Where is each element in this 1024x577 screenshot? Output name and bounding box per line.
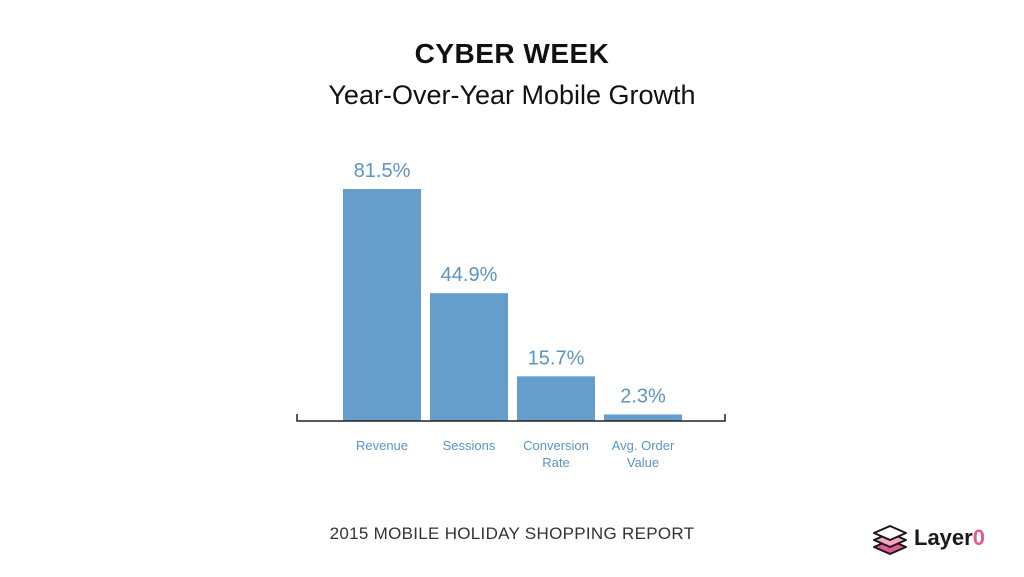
chart-title: CYBER WEEK (414, 38, 610, 69)
bar-0 (343, 189, 421, 421)
logo-text-accent: 0 (972, 525, 985, 550)
chart-subtitle: Year-Over-Year Mobile Growth (328, 80, 696, 110)
report-footer: 2015 MOBILE HOLIDAY SHOPPING REPORT (329, 524, 695, 543)
bar-value-label: 44.9% (441, 264, 498, 286)
category-label: Rate (542, 455, 569, 470)
logo-text: Layer0 (914, 525, 985, 551)
bar-value-label: 81.5% (354, 160, 411, 182)
layered-stack-icon (873, 525, 907, 555)
x-axis-line (296, 414, 726, 422)
category-label: Conversion (523, 438, 589, 453)
bar-1 (430, 293, 508, 421)
brand-logo: Layer0 (872, 520, 985, 556)
category-label: Avg. Order (612, 438, 675, 453)
category-label: Revenue (356, 438, 408, 453)
category-label: Sessions (443, 438, 496, 453)
logo-text-main: Layer (914, 525, 973, 550)
bar-value-label: 2.3% (620, 385, 666, 407)
category-label: Value (627, 455, 659, 470)
bar-3 (604, 414, 682, 421)
bar-2 (517, 376, 595, 421)
bar-value-label: 15.7% (528, 347, 585, 369)
